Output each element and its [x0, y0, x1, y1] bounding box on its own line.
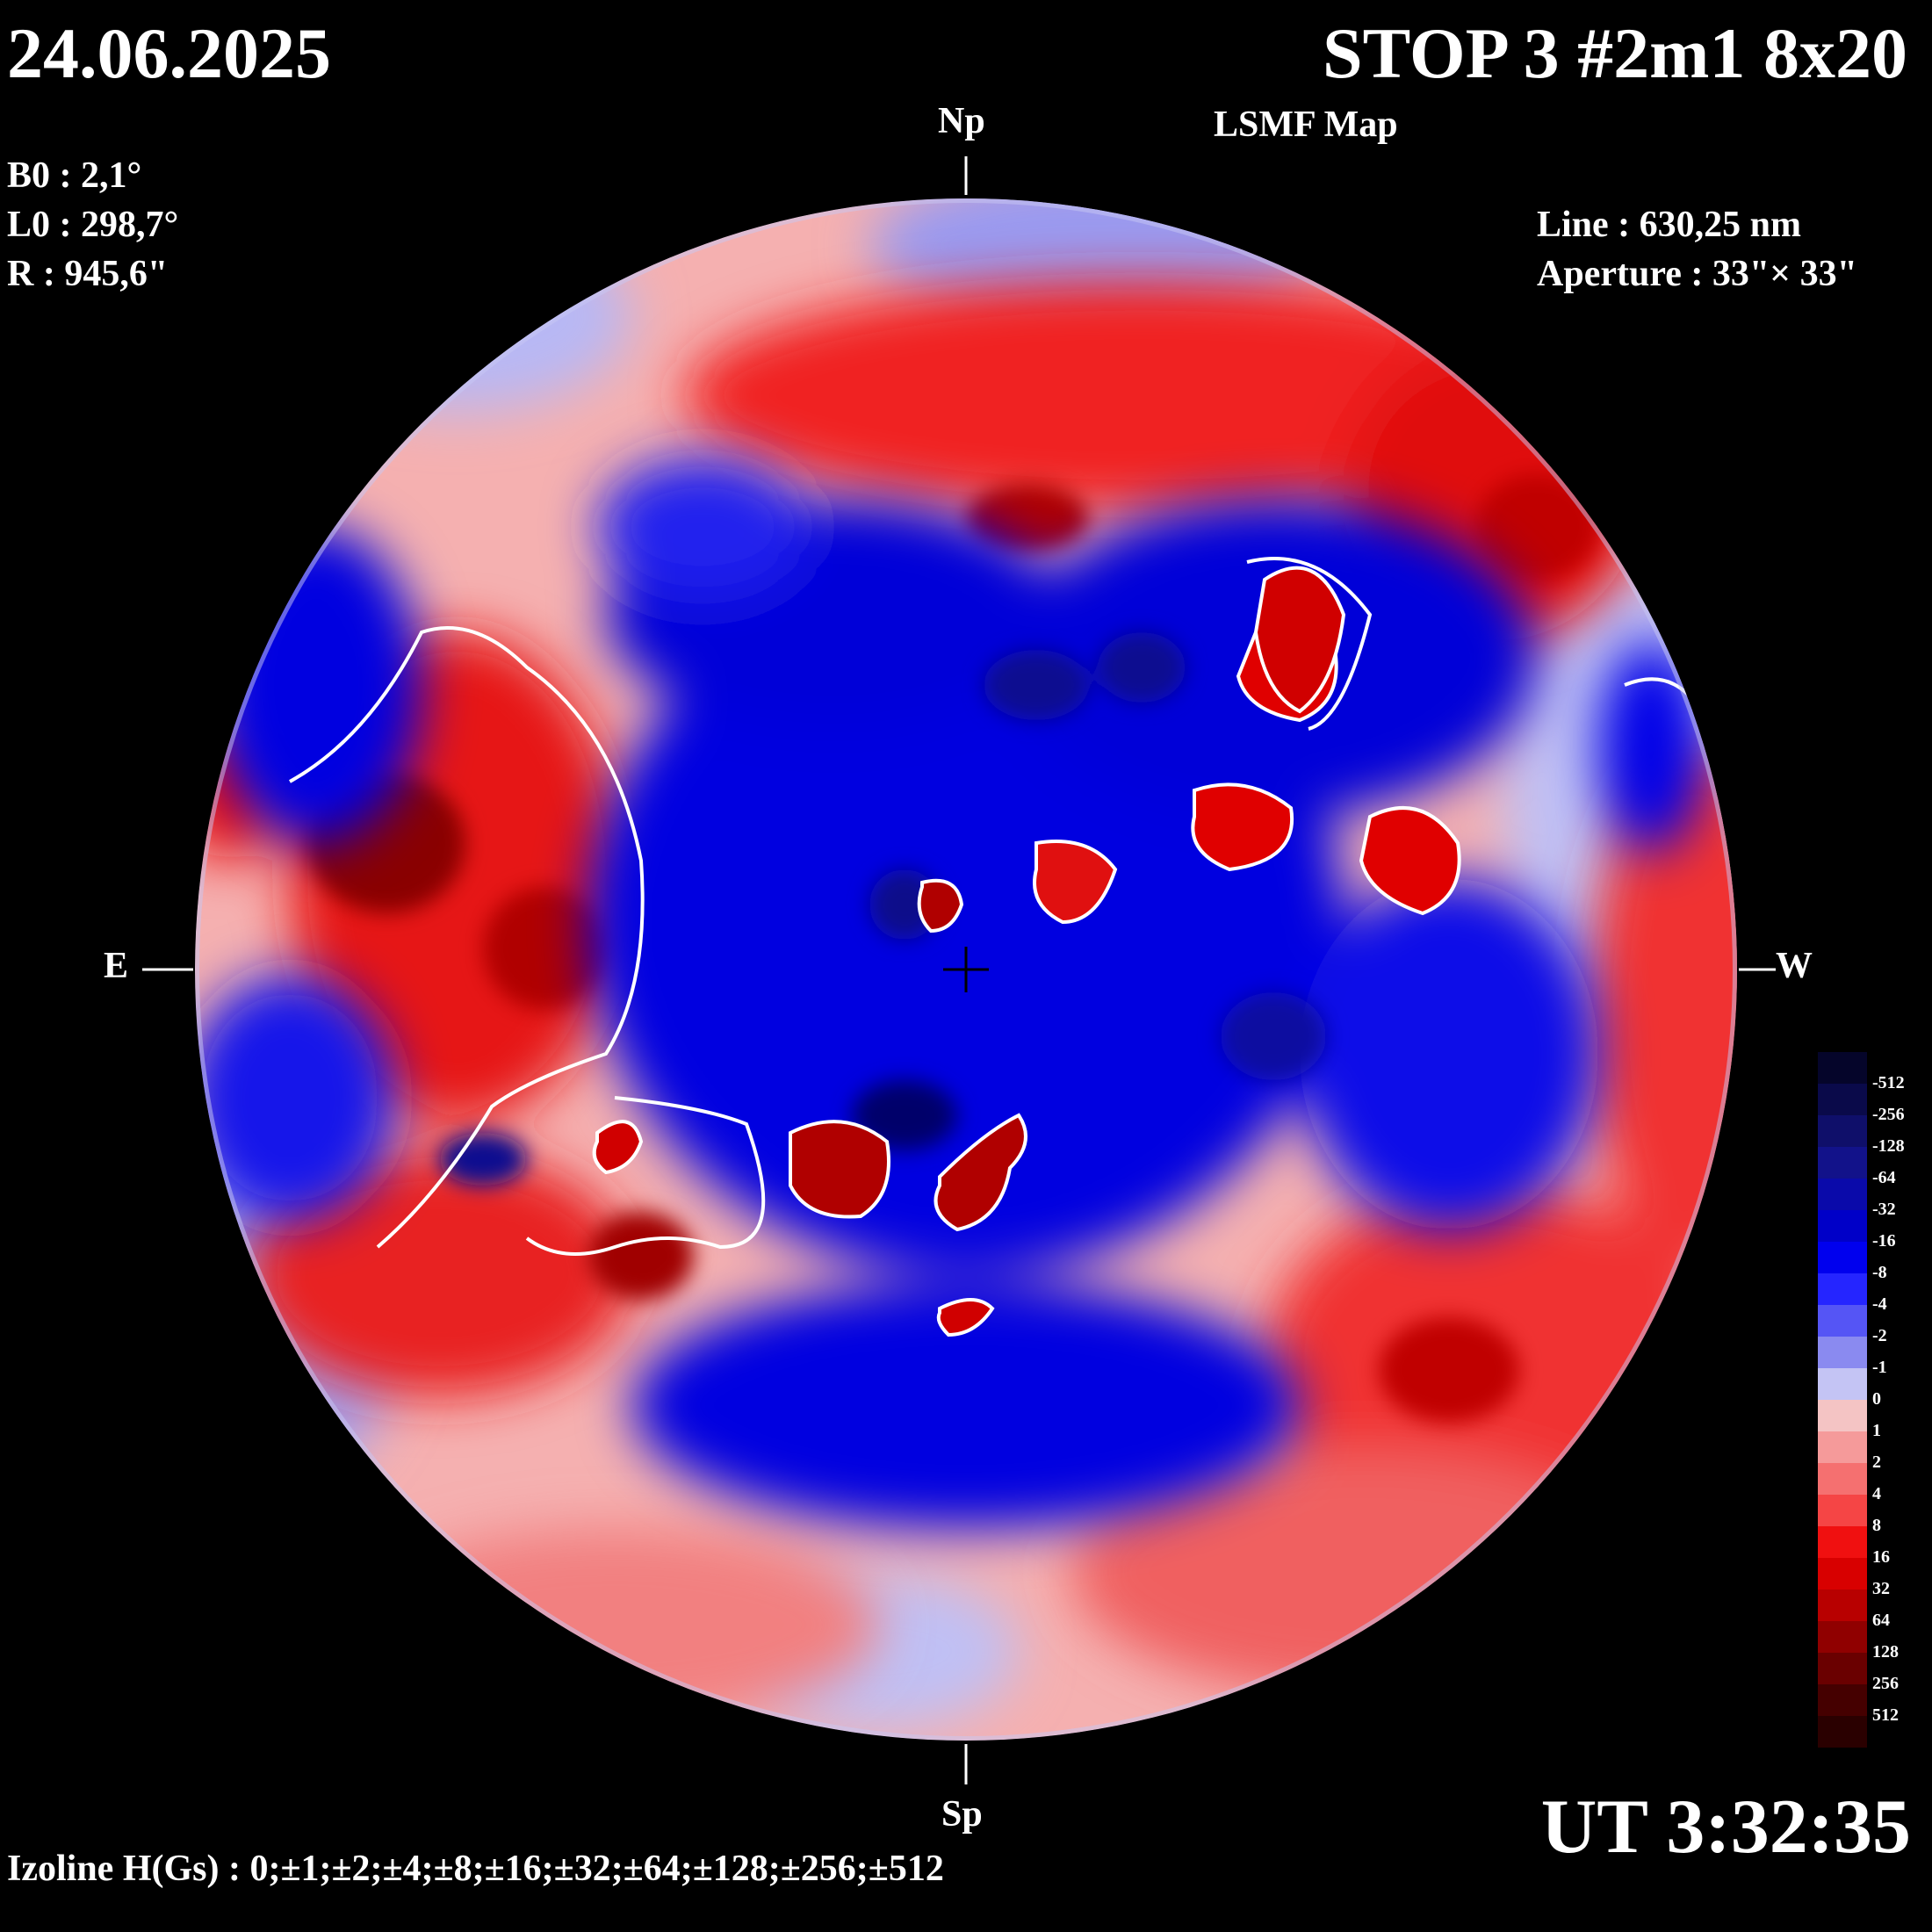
scale-swatch: [1818, 1400, 1867, 1431]
b0-value: B0 : 2,1°: [7, 155, 142, 196]
north-pole-label: Np: [938, 101, 985, 141]
scale-swatch: [1818, 1305, 1867, 1337]
scale-label: -512: [1872, 1073, 1905, 1092]
scale-label: -2: [1872, 1326, 1887, 1345]
scale-swatch: [1818, 1179, 1867, 1210]
positive-island: [1253, 566, 1346, 714]
scale-swatch: [1818, 1052, 1867, 1084]
positive-island: [1033, 840, 1118, 925]
positive-island: [934, 1113, 1027, 1232]
scale-label: -16: [1872, 1231, 1896, 1251]
orientation-axes: [142, 156, 1776, 1784]
scale-swatch: [1818, 1147, 1867, 1179]
ut-time: UT 3:32:35: [1540, 1784, 1911, 1870]
scale-label: 4: [1872, 1484, 1881, 1503]
scale-swatch: [1818, 1368, 1867, 1400]
scale-swatch: [1818, 1115, 1867, 1147]
solar-disk: [195, 198, 1737, 1741]
scale-label: -128: [1872, 1136, 1905, 1156]
scale-label: 64: [1872, 1611, 1890, 1630]
scale-label: 8: [1872, 1516, 1881, 1535]
scale-label: -32: [1872, 1200, 1896, 1219]
strong-negative-cores: [439, 632, 1326, 1186]
scale-label: 128: [1872, 1642, 1899, 1662]
spectral-line: Line : 630,25 nm: [1537, 205, 1802, 245]
scale-label: 256: [1872, 1674, 1899, 1693]
scale-swatch: [1818, 1558, 1867, 1590]
south-pole-label: Sp: [941, 1794, 983, 1835]
observation-date: 24.06.2025: [7, 13, 331, 93]
scale-swatch: [1818, 1463, 1867, 1495]
scale-label: 2: [1872, 1453, 1881, 1472]
scale-label: 16: [1872, 1547, 1890, 1567]
scale-swatch: [1818, 1242, 1867, 1273]
scale-swatch: [1818, 1084, 1867, 1115]
scale-label: -4: [1872, 1294, 1887, 1314]
west-label: W: [1776, 946, 1813, 986]
radius-value: R : 945,6": [7, 254, 169, 294]
positive-islands: [592, 566, 1461, 1337]
positive-island: [592, 1120, 644, 1175]
positive-island: [789, 1120, 890, 1219]
negative-field-zones: [195, 457, 1704, 1528]
positive-island: [1191, 782, 1294, 872]
positive-island: [1359, 806, 1461, 916]
scale-swatch: [1818, 1653, 1867, 1684]
l0-value: L0 : 298,7°: [7, 205, 179, 245]
scale-swatch: [1818, 1210, 1867, 1242]
scale-swatch: [1818, 1273, 1867, 1305]
scale-swatch: [1818, 1526, 1867, 1558]
map-title: STOP 3 #2m1 8x20: [1323, 13, 1907, 93]
scale-swatch: [1818, 1431, 1867, 1463]
map-subtitle: LSMF Map: [1214, 105, 1398, 145]
east-label: E: [104, 946, 129, 986]
aperture-value: Aperture : 33"× 33": [1537, 254, 1857, 294]
color-scale-bar: [1818, 1052, 1867, 1748]
scale-swatch: [1818, 1337, 1867, 1368]
scale-label: -64: [1872, 1168, 1896, 1187]
positive-island: [936, 1298, 995, 1337]
scale-label: 512: [1872, 1705, 1899, 1725]
scale-swatch: [1818, 1590, 1867, 1621]
scale-swatch: [1818, 1716, 1867, 1748]
scale-swatch: [1818, 1495, 1867, 1526]
scale-label: -1: [1872, 1358, 1887, 1377]
positive-island: [917, 878, 964, 934]
scale-label: -8: [1872, 1263, 1887, 1282]
scale-swatch: [1818, 1684, 1867, 1716]
scale-label: 0: [1872, 1389, 1881, 1409]
scale-label: 1: [1872, 1421, 1881, 1440]
scale-label: -256: [1872, 1105, 1905, 1124]
izoline-levels: Izoline H(Gs) : 0;±1;±2;±4;±8;±16;±32;±6…: [7, 1849, 944, 1889]
scale-swatch: [1818, 1621, 1867, 1653]
scale-label: 32: [1872, 1579, 1890, 1598]
